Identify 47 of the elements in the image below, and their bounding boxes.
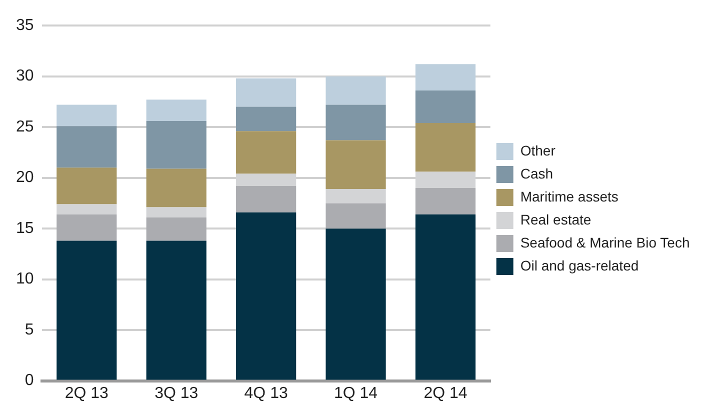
bar: [415, 64, 476, 91]
legend-label: Seafood & Marine Bio Tech: [520, 234, 690, 250]
legend-label: Cash: [520, 165, 554, 182]
bar: [56, 104, 117, 126]
bar: [415, 90, 476, 124]
bar: [146, 120, 206, 169]
y-tick-label: 20: [16, 169, 34, 186]
bar: [326, 104, 386, 140]
bar: [415, 214, 476, 380]
x-tick-label: 2Q 13: [64, 384, 109, 402]
bar: [326, 188, 386, 204]
y-tick-label: 0: [24, 372, 34, 390]
y-tick-label: 10: [16, 270, 34, 288]
y-tick-label: 35: [16, 17, 34, 34]
legend-label: Maritime assets: [520, 188, 618, 204]
y-tick-label: 15: [16, 220, 34, 237]
bar: [326, 140, 386, 189]
bar: [56, 240, 117, 380]
x-tick-label: 3Q 13: [154, 384, 198, 402]
bar: [146, 168, 206, 208]
bar: [326, 228, 386, 380]
bar: [415, 123, 476, 172]
y-tick-label: 25: [16, 118, 34, 136]
legend-label: Oil and gas-related: [520, 257, 639, 274]
bar: [56, 168, 117, 204]
bar: [236, 186, 296, 212]
bar: [236, 78, 296, 107]
bar: [56, 204, 117, 214]
legend-label: Real estate: [520, 211, 592, 228]
bar: [415, 188, 476, 214]
legend-label: Other: [520, 142, 556, 158]
bar: [236, 212, 296, 380]
bar: [236, 106, 296, 132]
bar: [146, 240, 206, 380]
bar: [146, 217, 206, 241]
y-tick-label: 30: [16, 68, 34, 85]
x-tick-label: 1Q 14: [334, 384, 378, 402]
bar: [146, 207, 206, 218]
x-tick-label: 2Q 14: [424, 384, 468, 402]
bar: [146, 100, 206, 121]
y-tick-label: 5: [24, 321, 34, 338]
bar: [326, 203, 386, 229]
bar: [56, 214, 117, 241]
bar: [56, 126, 117, 168]
bar: [326, 76, 386, 105]
bar: [236, 131, 296, 174]
x-tick-label: 4Q 13: [244, 384, 288, 402]
